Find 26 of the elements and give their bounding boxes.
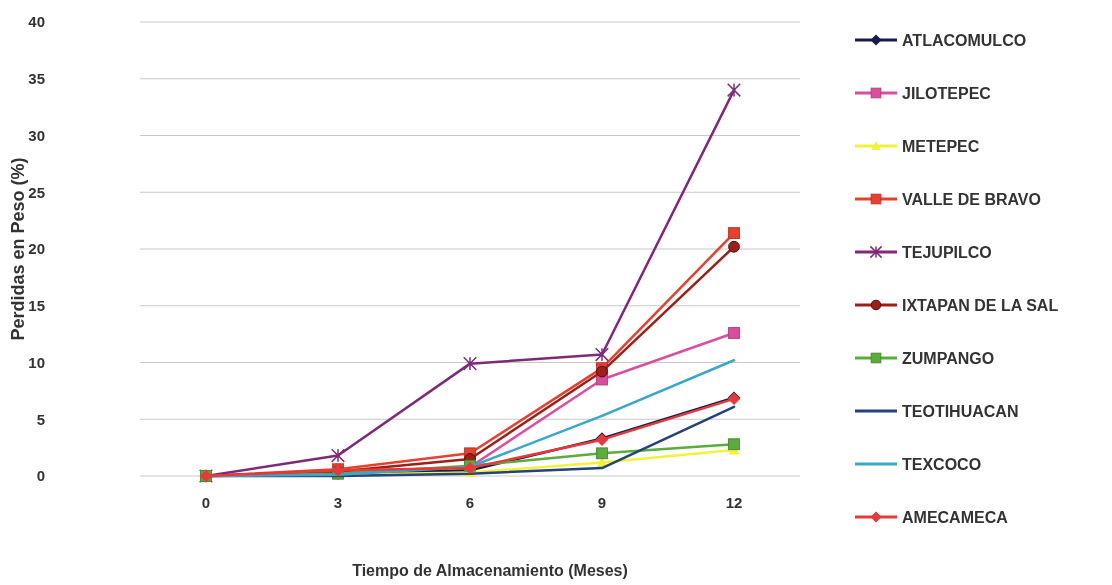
y-tick-label: 30 xyxy=(28,126,45,144)
x-tick-label: 3 xyxy=(333,494,343,511)
y-tick-label: 5 xyxy=(36,410,45,428)
legend-label: METEPEC xyxy=(902,137,980,155)
x-tick-label: 6 xyxy=(465,494,475,511)
y-tick-label: 10 xyxy=(28,353,45,371)
y-tick-label: 15 xyxy=(28,297,45,314)
y-tick-label: 40 xyxy=(28,13,45,31)
y-tick-label: 0 xyxy=(36,467,45,485)
legend-label: ZUMPANGO xyxy=(902,349,995,367)
legend-label: AMECAMECA xyxy=(902,508,1009,526)
legend-label: TEJUPILCO xyxy=(902,243,992,261)
y-tick-label: 35 xyxy=(28,70,45,87)
y-tick-label: 20 xyxy=(28,240,45,258)
legend-label: ATLACOMULCO xyxy=(902,31,1027,49)
y-axis-title: Perdidas en Peso (%) xyxy=(8,157,28,341)
legend-label: VALLE DE BRAVO xyxy=(902,190,1041,208)
x-axis-title: Tiempo de Almacenamiento (Meses) xyxy=(352,562,628,579)
x-tick-label: 9 xyxy=(597,494,607,511)
legend-label: TEXCOCO xyxy=(902,455,982,473)
legend-label: JILOTEPEC xyxy=(902,84,992,102)
x-tick-label: 12 xyxy=(725,494,743,511)
x-tick-label: 0 xyxy=(201,494,211,511)
y-tick-label: 25 xyxy=(28,183,45,201)
legend-label: IXTAPAN DE LA SAL xyxy=(902,296,1059,314)
legend-label: TEOTIHUACAN xyxy=(902,402,1019,420)
